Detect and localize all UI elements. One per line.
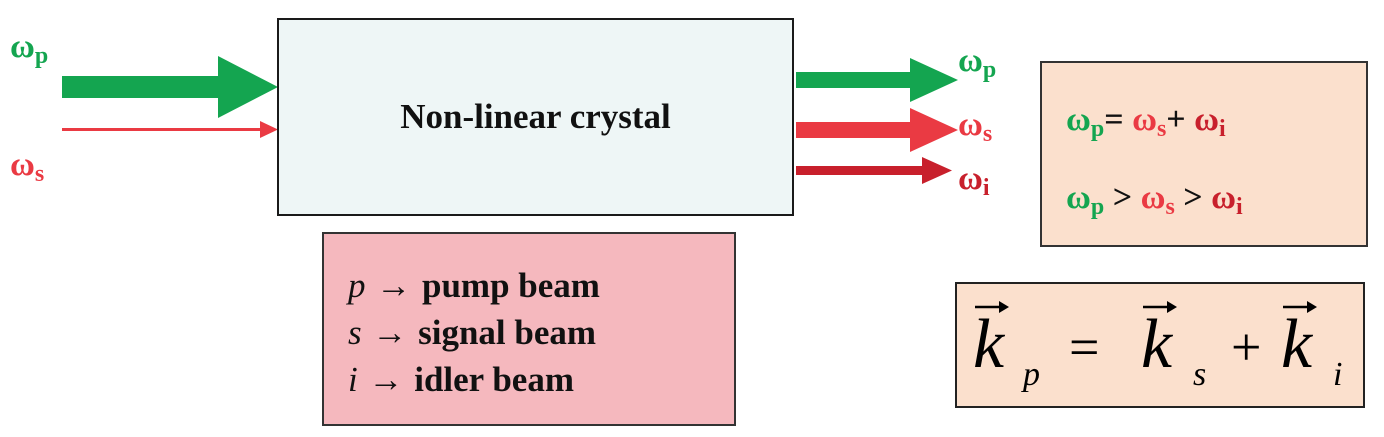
right-arrow-icon: → <box>368 360 404 399</box>
vector-arrow-icon <box>975 301 1009 313</box>
equals-sign: = <box>1104 101 1124 138</box>
subscript: s <box>1156 116 1167 142</box>
subscript: s <box>982 121 993 147</box>
omega-symbol: ω <box>1194 101 1220 138</box>
greater-than-sign: > <box>1183 179 1203 216</box>
legend-variable: p <box>348 266 366 305</box>
right-arrow-icon: → <box>372 313 408 352</box>
subscript: p <box>1090 116 1105 142</box>
wavevector-k: k <box>973 306 1005 383</box>
subscript: p <box>1090 194 1105 220</box>
frequency-order-relation: ωp > ωs > ωi <box>1066 179 1366 220</box>
legend-text: pump beam <box>422 266 600 305</box>
legend-variable: i <box>348 360 358 399</box>
momentum-conservation-box: k p = k s + k i <box>955 282 1365 408</box>
subscript: p <box>34 43 49 69</box>
omega-symbol: ω <box>958 160 983 197</box>
legend-item-signal: s → signal beam <box>348 309 734 356</box>
subscript: i <box>982 175 990 201</box>
legend-item-pump: p → pump beam <box>348 262 734 309</box>
omega-symbol: ω <box>958 42 983 79</box>
equals-sign: = <box>1069 317 1100 377</box>
legend-item-idler: i → idler beam <box>348 356 734 403</box>
subscript: i <box>1219 116 1226 142</box>
subscript: s <box>34 161 45 187</box>
input-pump-label: ωp <box>10 28 49 69</box>
omega-symbol: ω <box>958 106 983 143</box>
omega-symbol: ω <box>1132 101 1157 138</box>
output-idler-arrow <box>796 157 952 184</box>
subscript: s <box>1165 194 1175 220</box>
omega-symbol: ω <box>10 28 35 65</box>
output-pump-label: ωp <box>958 42 997 83</box>
wavevector-k: k <box>1281 306 1313 383</box>
output-signal-label: ωs <box>958 106 993 147</box>
greater-than-sign: > <box>1112 179 1133 216</box>
output-pump-arrow <box>796 58 958 102</box>
legend-variable: s <box>348 313 362 352</box>
omega-symbol: ω <box>1066 101 1091 138</box>
output-idler-label: ωi <box>958 160 990 201</box>
omega-symbol: ω <box>1140 179 1166 216</box>
legend-text: signal beam <box>418 313 597 352</box>
energy-conservation-equation: ωp= ωs+ ωi <box>1066 101 1366 142</box>
subscript-s: s <box>1193 356 1207 393</box>
input-signal-arrow <box>62 121 278 138</box>
vector-arrow-icon <box>1143 301 1177 313</box>
legend-box: p → pump beam s → signal beam i → idler … <box>322 232 736 426</box>
wavevector-k: k <box>1141 306 1173 383</box>
input-pump-arrow <box>62 56 278 118</box>
subscript-p: p <box>1023 356 1040 393</box>
right-arrow-icon: → <box>376 266 412 305</box>
omega-symbol: ω <box>10 146 35 183</box>
output-signal-arrow <box>796 108 958 152</box>
subscript-i: i <box>1333 356 1343 393</box>
frequency-relations-box: ωp= ωs+ ωi ωp > ωs > ωi <box>1040 61 1368 247</box>
crystal-box: Non-linear crystal <box>277 18 794 216</box>
legend-text: idler beam <box>414 360 574 399</box>
crystal-label: Non-linear crystal <box>400 97 671 136</box>
omega-symbol: ω <box>1066 179 1091 216</box>
plus-sign: + <box>1231 317 1262 377</box>
input-signal-label: ωs <box>10 146 45 187</box>
subscript: i <box>1236 194 1243 220</box>
omega-symbol: ω <box>1211 179 1237 216</box>
subscript: p <box>982 57 997 83</box>
vector-arrow-icon <box>1283 301 1317 313</box>
plus-sign: + <box>1166 101 1186 138</box>
